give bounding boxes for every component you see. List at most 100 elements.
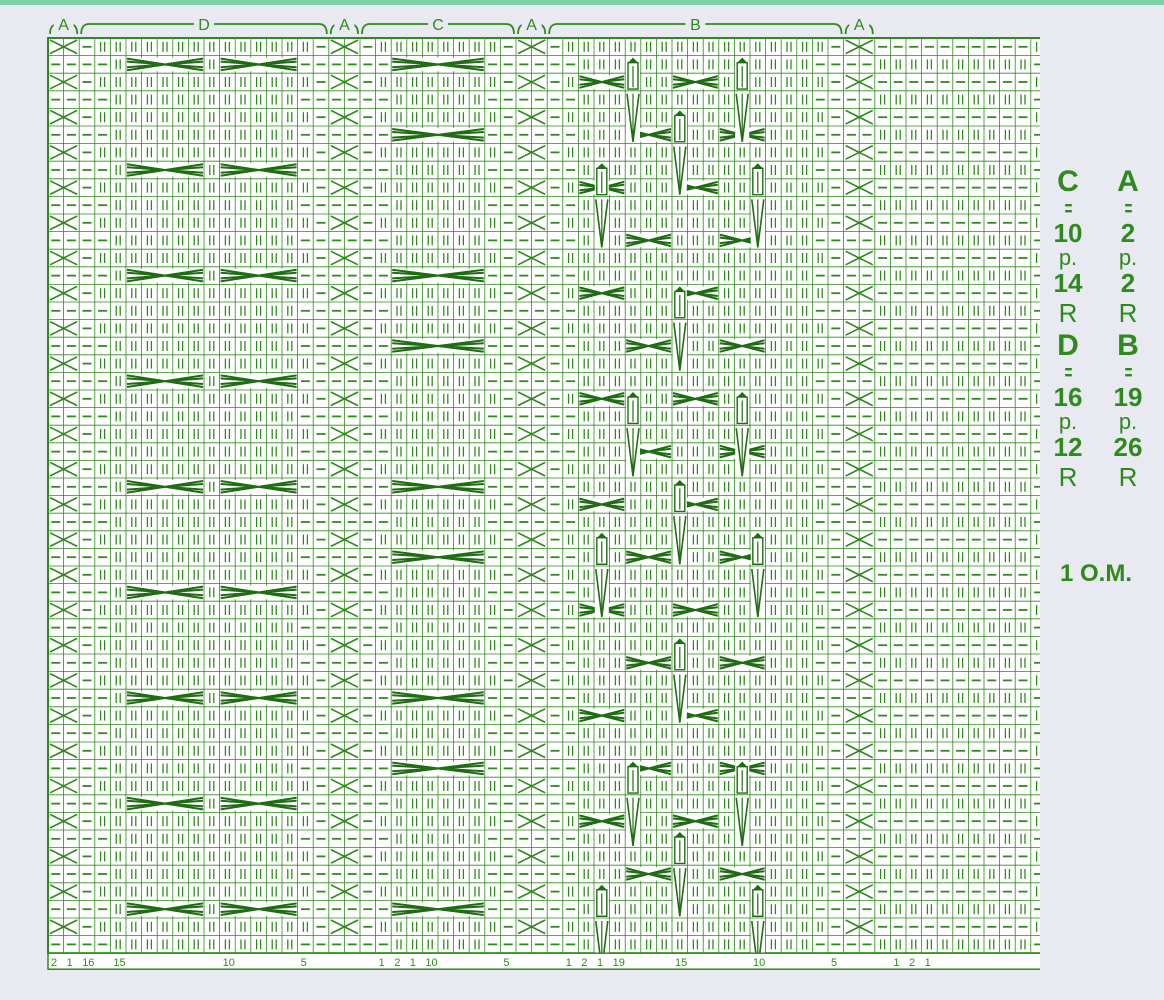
cross-stitch-symbol xyxy=(330,532,359,548)
bobble-symbol xyxy=(596,889,608,917)
cross-stitch-symbol xyxy=(845,215,874,231)
cross-stitch-symbol xyxy=(517,461,546,477)
cross-stitch-symbol xyxy=(517,426,546,442)
bobble-symbol xyxy=(737,761,748,767)
bobble-symbol xyxy=(674,638,685,644)
cross-stitch-symbol xyxy=(845,602,874,618)
cross-stitch-symbol xyxy=(49,250,78,266)
cross-stitch-symbol xyxy=(845,884,874,900)
decrease-symbol xyxy=(673,322,687,371)
cross-stitch-symbol xyxy=(49,74,78,90)
cross-stitch-symbol xyxy=(517,743,546,759)
bobble-symbol xyxy=(674,484,686,513)
cable-cross-symbol xyxy=(220,585,297,600)
bobble-symbol xyxy=(674,480,685,486)
bobble-symbol xyxy=(596,163,607,169)
bobble-symbol xyxy=(674,110,685,116)
cross-stitch-symbol xyxy=(49,567,78,583)
cross-stitch-symbol xyxy=(845,461,874,477)
cross-stitch-symbol xyxy=(330,813,359,829)
cross-stitch-symbol xyxy=(845,285,874,301)
cross-stitch-symbol xyxy=(517,496,546,512)
cross-stitch-symbol xyxy=(517,919,546,935)
decrease-symbol xyxy=(735,93,749,142)
cross-stitch-symbol xyxy=(845,320,874,336)
cable-cross-symbol xyxy=(126,57,204,72)
cross-stitch-symbol xyxy=(49,672,78,688)
cable-cross-symbol xyxy=(126,268,204,283)
cable-cross-symbol xyxy=(126,796,204,811)
bobble-symbol xyxy=(736,61,748,90)
bobble-symbol xyxy=(752,889,764,917)
cross-stitch-symbol xyxy=(330,567,359,583)
decrease-symbol xyxy=(626,797,640,846)
cable-cross-symbol xyxy=(392,902,484,916)
cross-stitch-symbol xyxy=(330,180,359,196)
cross-stitch-symbol xyxy=(517,708,546,724)
cross-stitch-symbol xyxy=(49,848,78,864)
cable-cross-symbol xyxy=(672,814,719,828)
cable-cross-symbol xyxy=(126,374,204,388)
decrease-symbol xyxy=(735,428,749,477)
cross-stitch-symbol xyxy=(49,144,78,160)
decrease-symbol xyxy=(626,428,640,477)
cable-cross-symbol xyxy=(126,902,204,916)
cross-stitch-symbol xyxy=(49,813,78,829)
cross-stitch-symbol xyxy=(49,109,78,125)
decrease-symbol xyxy=(735,797,749,846)
cable-cross-symbol xyxy=(392,128,484,142)
top-color-band xyxy=(0,0,1164,5)
cable-cross-symbol xyxy=(719,233,765,248)
knitting-chart: ADACABA211615105121105121191510512115101… xyxy=(47,17,1063,970)
cross-stitch-symbol xyxy=(330,778,359,794)
cross-stitch-symbol xyxy=(845,919,874,935)
cross-stitch-symbol xyxy=(49,285,78,301)
cable-cross-symbol xyxy=(672,75,719,89)
cable-cross-symbol xyxy=(579,814,625,828)
cable-cross-symbol xyxy=(579,286,625,300)
cross-stitch-symbol xyxy=(845,250,874,266)
bobble-symbol xyxy=(628,392,638,398)
cable-cross-symbol xyxy=(579,75,625,89)
cross-stitch-symbol xyxy=(49,602,78,618)
cable-cross-symbol xyxy=(625,444,672,459)
cable-cross-symbol xyxy=(672,392,719,406)
bobble-symbol xyxy=(674,836,686,865)
cable-cross-symbol xyxy=(392,691,484,705)
cable-cross-symbol xyxy=(220,691,297,705)
cable-cross-symbol xyxy=(220,480,297,494)
cross-stitch-symbol xyxy=(330,74,359,90)
cross-stitch-symbol xyxy=(49,391,78,407)
cross-stitch-symbol xyxy=(517,637,546,653)
cable-cross-symbol xyxy=(220,796,297,811)
cross-stitch-symbol xyxy=(330,637,359,653)
cross-stitch-symbol xyxy=(845,708,874,724)
bobble-symbol xyxy=(736,765,748,794)
cross-stitch-symbol xyxy=(330,848,359,864)
cross-stitch-symbol xyxy=(845,356,874,372)
cross-stitch-symbol xyxy=(845,672,874,688)
cross-stitch-symbol xyxy=(845,743,874,759)
cross-stitch-symbol xyxy=(49,180,78,196)
bobble-symbol xyxy=(736,396,748,425)
cable-cross-symbol xyxy=(220,163,297,177)
cable-cross-symbol xyxy=(625,339,672,353)
cable-cross-symbol xyxy=(392,268,484,283)
cross-stitch-symbol xyxy=(517,602,546,618)
cross-stitch-symbol xyxy=(330,743,359,759)
cable-cross-symbol xyxy=(625,233,672,248)
cable-cross-symbol xyxy=(672,708,719,723)
cross-stitch-symbol xyxy=(845,637,874,653)
cable-cross-symbol xyxy=(579,708,625,723)
cable-cross-symbol xyxy=(719,656,765,670)
cable-cross-symbol xyxy=(220,902,297,916)
bobble-symbol xyxy=(674,832,685,838)
decrease-symbol xyxy=(673,516,687,565)
cross-stitch-symbol xyxy=(517,391,546,407)
decrease-symbol xyxy=(626,93,640,142)
cross-stitch-symbol xyxy=(845,567,874,583)
cross-stitch-symbol xyxy=(330,250,359,266)
cross-stitch-symbol xyxy=(330,461,359,477)
cross-stitch-symbol xyxy=(845,848,874,864)
cross-stitch-symbol xyxy=(330,109,359,125)
